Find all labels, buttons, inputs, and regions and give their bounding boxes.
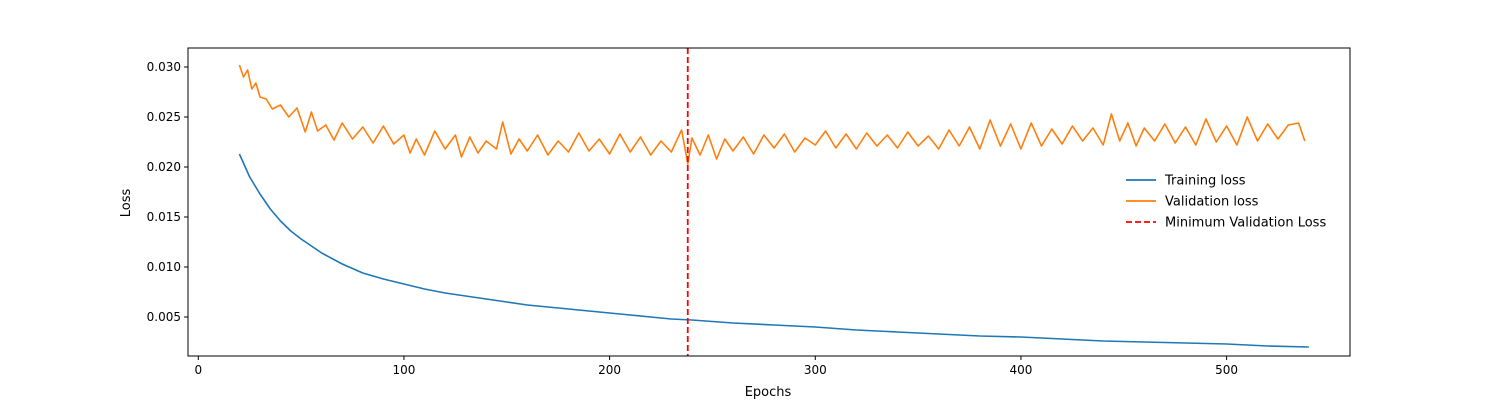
axes-layer: 0 100 200 300 400 500 0.005 0.010 0.015 0.020 0.02… xyxy=(147,47,1351,377)
y-tick-label: 0.005 xyxy=(147,310,181,324)
plot-area xyxy=(238,48,1309,356)
series-line-training-loss xyxy=(238,153,1309,348)
y-tick-label: 0.010 xyxy=(147,260,181,274)
x-tick-label: 100 xyxy=(392,363,415,377)
x-tick-label: 0 xyxy=(194,363,202,377)
series-line-validation-loss xyxy=(238,64,1306,165)
y-tick-label: 0.030 xyxy=(147,60,181,74)
x-tick-label: 400 xyxy=(1009,363,1032,377)
x-tick-label: 200 xyxy=(598,363,621,377)
legend: Training loss Validation loss Minimum Vali… xyxy=(1126,174,1326,231)
legend-label-validation-loss: Validation loss xyxy=(1165,195,1259,210)
x-tick-label: 300 xyxy=(804,363,827,377)
x-tick-label: 500 xyxy=(1215,363,1238,377)
plot-data-layer xyxy=(238,48,1309,356)
legend-label-training-loss: Training loss xyxy=(1164,174,1246,189)
plot-frame xyxy=(187,47,1351,357)
y-axis-label: Loss xyxy=(119,189,134,218)
y-tick-label: 0.025 xyxy=(147,110,181,124)
y-tick-label: 0.020 xyxy=(147,160,181,174)
y-tick-label: 0.015 xyxy=(147,210,181,224)
x-axis-label: Epochs xyxy=(745,385,792,400)
legend-label-min-validation-loss: Minimum Validation Loss xyxy=(1165,216,1326,231)
